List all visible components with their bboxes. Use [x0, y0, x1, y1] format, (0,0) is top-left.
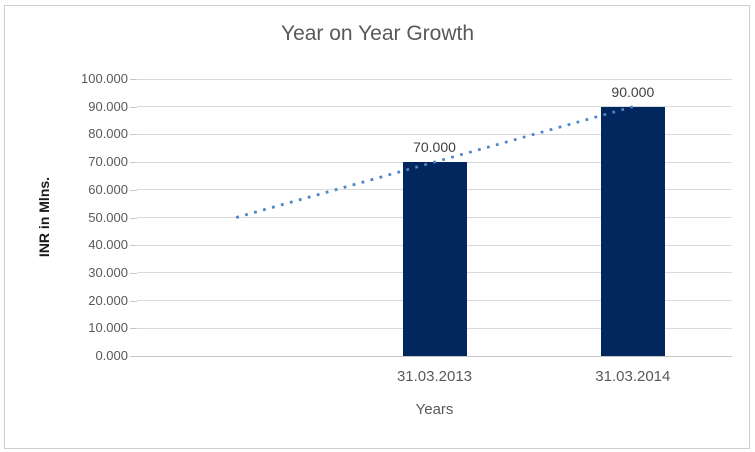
y-tick-label: 70.000: [88, 154, 128, 170]
y-tick-label: 60.000: [88, 181, 128, 197]
y-tick-mark: [130, 162, 137, 164]
y-tick-label: 100.000: [81, 71, 128, 86]
y-tick-label: 10.000: [88, 320, 128, 336]
y-tick-mark: [130, 328, 137, 330]
bar-data-label: 90.000: [611, 83, 655, 100]
x-axis-title: Years: [415, 401, 454, 418]
bar: [402, 162, 467, 356]
y-tick-label: 40.000: [88, 237, 128, 253]
y-tick-mark: [130, 189, 137, 191]
y-tick-label: 20.000: [88, 292, 128, 308]
y-tick-label: 90.000: [88, 98, 128, 114]
gridline: [137, 106, 732, 108]
gridline: [137, 133, 732, 135]
y-tick-label: 0.000: [95, 348, 128, 363]
trendline: [235, 105, 634, 219]
bar: [600, 106, 665, 356]
bar-data-label: 70.000: [413, 139, 456, 156]
x-category-label: 31.03.2014: [595, 368, 671, 385]
gridline: [137, 355, 732, 357]
x-category-label: 31.03.2013: [396, 368, 473, 385]
y-tick-mark: [130, 300, 137, 302]
y-tick-label: 80.000: [88, 126, 128, 142]
y-tick-mark: [130, 245, 137, 247]
y-tick-mark: [130, 356, 137, 357]
plot-area: 70.000 90.000: [137, 78, 732, 357]
y-tick-mark: [130, 272, 137, 274]
y-tick-label: 50.000: [88, 209, 128, 225]
gridline: [137, 78, 732, 80]
y-tick-label: 30.000: [88, 264, 128, 280]
y-tick-mark: [130, 217, 137, 219]
y-tick-mark: [130, 106, 137, 108]
y-tick-mark: [130, 134, 137, 136]
chart-title: Year on Year Growth: [280, 22, 475, 45]
y-tick-mark: [130, 79, 137, 80]
